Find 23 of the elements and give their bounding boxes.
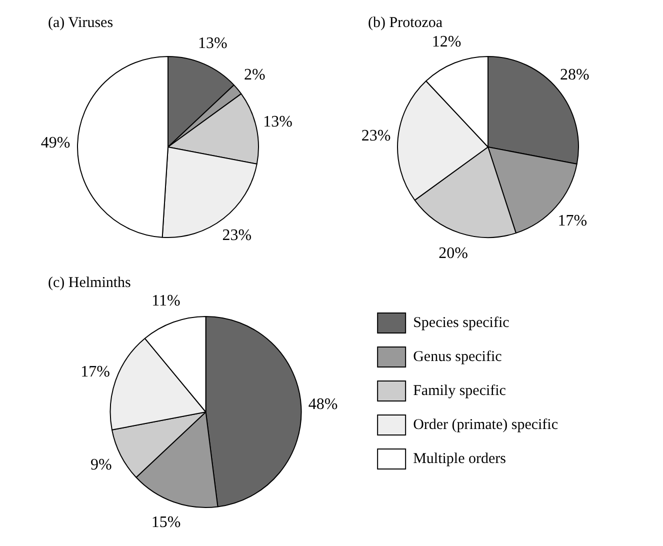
data-label: 2%	[244, 66, 266, 84]
data-label: 13%	[263, 114, 292, 131]
data-label: 20%	[438, 245, 468, 262]
data-label: 23%	[361, 128, 391, 145]
legend-label: Order (primate) specific	[413, 416, 558, 433]
data-label: 49%	[40, 134, 70, 152]
data-label: 12%	[432, 34, 462, 51]
legend-label: Multiple orders	[413, 450, 506, 467]
data-label: 23%	[222, 227, 252, 244]
data-label: 48%	[308, 396, 338, 413]
legend-label: Genus specific	[413, 348, 502, 365]
data-label: 15%	[151, 514, 181, 531]
legend-label: Species specific	[413, 314, 510, 331]
legend-label: Family specific	[413, 382, 506, 399]
data-label: 13%	[198, 34, 228, 52]
data-label: 28%	[560, 66, 590, 84]
chart-title: (a) Viruses	[48, 14, 114, 31]
data-label: 11%	[152, 292, 180, 310]
chart-title: (b) Protozoa	[368, 14, 443, 31]
data-label: 9%	[90, 456, 112, 474]
data-label: 17%	[558, 212, 588, 230]
chart-title: (c) Helminths	[48, 274, 132, 291]
data-label: 17%	[80, 363, 110, 380]
